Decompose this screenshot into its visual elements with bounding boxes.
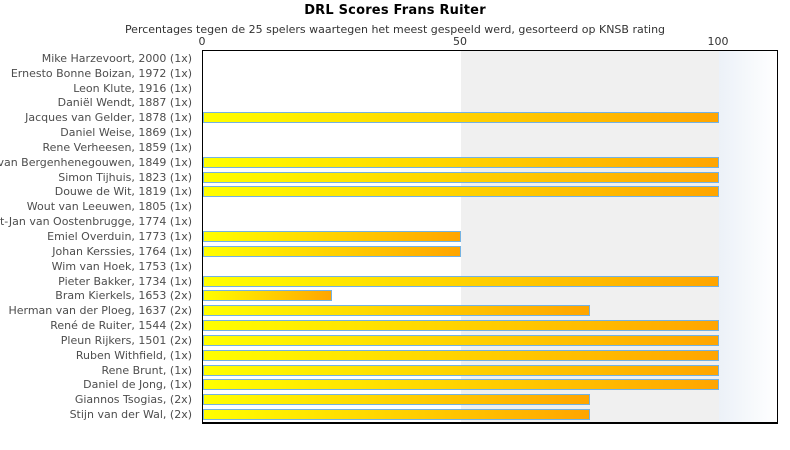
bar-row (203, 363, 777, 378)
plot-rows (203, 51, 777, 422)
category-label: Daniel Weise, 1869 (1x) (60, 126, 192, 140)
category-label: Wout van Leeuwen, 1805 (1x) (26, 200, 192, 214)
bar-row (203, 140, 777, 155)
category-label: Mike Harzevoort, 2000 (1x) (41, 51, 192, 65)
category-label: Leon Klute, 1916 (1x) (73, 81, 192, 95)
bar-row (203, 392, 777, 407)
category-label: René de Ruiter, 1544 (2x) (50, 319, 192, 333)
bar (203, 156, 719, 168)
bar (203, 320, 719, 332)
bar-row (203, 110, 777, 125)
bar-row (203, 81, 777, 96)
bar-row (203, 185, 777, 200)
category-labels: Mike Harzevoort, 2000 (1x) Ernesto Bonne … (0, 51, 197, 422)
axis-tick-label: 100 (707, 35, 729, 48)
category-label: Wim van Hoek, 1753 (1x) (51, 259, 192, 273)
category-label: Bram Kierkels, 1653 (2x) (55, 289, 192, 303)
bar-row (203, 244, 777, 259)
bar-row (203, 348, 777, 363)
bar (203, 186, 719, 198)
category-label: Giannos Tsogias, (2x) (74, 393, 192, 407)
bar (203, 171, 719, 183)
category-label: Jacques van Gelder, 1878 (1x) (25, 111, 192, 125)
bar-row (203, 229, 777, 244)
bar (203, 305, 590, 317)
bar (203, 379, 719, 391)
bar (203, 349, 719, 361)
top-axis: 0 50 100 (0, 0, 790, 50)
bar (203, 245, 461, 257)
chart-subtitle: Percentages tegen de 25 spelers waartege… (124, 23, 666, 36)
bar-row (203, 51, 777, 66)
bar-row (203, 377, 777, 392)
category-label: Johan Kerssies, 1764 (1x) (52, 244, 192, 258)
bar-row (203, 66, 777, 81)
category-label: Daniel de Jong, (1x) (83, 378, 192, 392)
category-label: Rene Brunt, (1x) (101, 363, 192, 377)
category-label: Rene Verheesen, 1859 (1x) (42, 140, 192, 154)
category-label: t-Jan van Oostenbrugge, 1774 (1x) (0, 215, 192, 229)
plot-band-overflow (719, 51, 777, 422)
chart-title: DRL Scores Frans Ruiter (304, 3, 486, 18)
category-label: van Bergenhenegouwen, 1849 (1x) (0, 155, 192, 169)
bar-row (203, 318, 777, 333)
bar (203, 230, 461, 242)
bar-row (203, 407, 777, 422)
bar (203, 290, 332, 302)
bar (203, 364, 719, 376)
bar (203, 275, 719, 287)
bar-row (203, 214, 777, 229)
bar-row (203, 96, 777, 111)
axis-tick-label: 0 (198, 35, 206, 48)
category-label: Pieter Bakker, 1734 (1x) (58, 274, 192, 288)
bar-row (203, 259, 777, 274)
category-label: Ruben Withfield, (1x) (75, 348, 192, 362)
bar-row (203, 155, 777, 170)
bar (203, 394, 590, 406)
category-label: Daniël Wendt, 1887 (1x) (57, 96, 192, 110)
bar (203, 112, 719, 124)
category-label: Simon Tijhuis, 1823 (1x) (58, 170, 192, 184)
category-label: Stijn van der Wal, (2x) (69, 408, 192, 422)
bar-row (203, 303, 777, 318)
category-label: Ernesto Bonne Boizan, 1972 (1x) (10, 66, 192, 80)
category-label: Douwe de Wit, 1819 (1x) (54, 185, 192, 199)
category-label: Emiel Overduin, 1773 (1x) (47, 229, 192, 243)
bar-row (203, 333, 777, 348)
bar (203, 409, 590, 421)
bar-row (203, 170, 777, 185)
bar-row (203, 199, 777, 214)
bar (203, 334, 719, 346)
bar-row (203, 125, 777, 140)
plot-area (202, 50, 778, 424)
bar-row (203, 274, 777, 289)
axis-tick-label: 50 (453, 35, 467, 48)
bar-row (203, 288, 777, 303)
category-label: Pleun Rijkers, 1501 (2x) (60, 333, 192, 347)
category-label: Herman van der Ploeg, 1637 (2x) (8, 304, 192, 318)
